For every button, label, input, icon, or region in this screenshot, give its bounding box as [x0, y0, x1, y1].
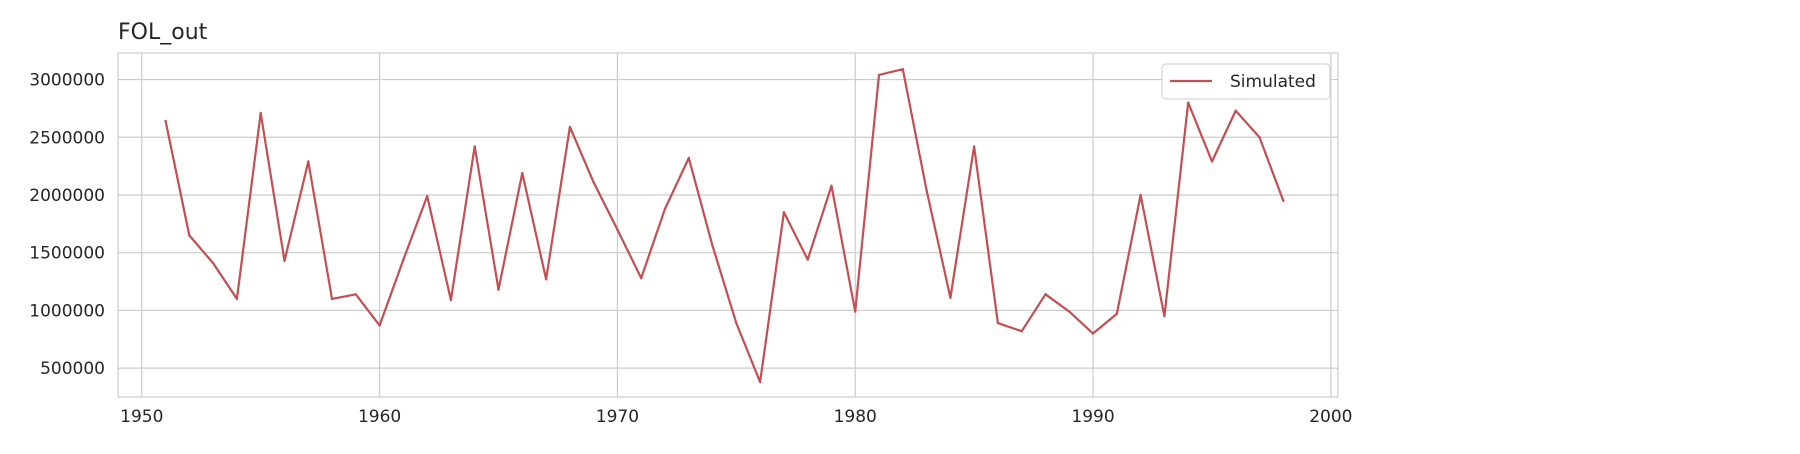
y-tick-label: 2000000: [29, 186, 105, 206]
series-layer: [164, 68, 1285, 384]
data-point: [758, 380, 762, 384]
data-point: [568, 125, 572, 129]
legend-label-simulated: Simulated: [1230, 72, 1316, 92]
data-point: [1258, 136, 1261, 139]
data-point: [616, 228, 619, 231]
data-point: [949, 296, 952, 299]
data-point: [996, 321, 1000, 325]
grid: [118, 53, 1338, 397]
data-point: [307, 160, 310, 163]
data-point: [711, 244, 714, 247]
data-point: [283, 259, 286, 262]
data-point: [735, 321, 738, 325]
data-point: [830, 184, 833, 187]
data-point: [1068, 310, 1071, 313]
legend-box: [1161, 63, 1331, 100]
data-point: [972, 145, 976, 148]
data-point: [473, 145, 476, 148]
x-tick-label: 1970: [596, 407, 639, 427]
data-point: [1139, 193, 1142, 197]
series-line-simulated: [164, 68, 1285, 384]
data-point: [901, 68, 904, 71]
data-point: [592, 181, 595, 184]
data-point: [235, 297, 239, 301]
x-tick-label: 1960: [358, 407, 401, 427]
data-point: [402, 258, 405, 261]
data-point: [925, 189, 928, 192]
x-tick-label: 1990: [1071, 407, 1114, 427]
y-tick-label: 1000000: [29, 301, 105, 321]
chart-title: FOL_out: [118, 20, 208, 45]
data-point: [1234, 109, 1237, 112]
data-point: [782, 211, 786, 214]
axis-ticks: 1950 1960 1970 1980 1990 2000 500000 1000000 150…: [29, 71, 1352, 427]
data-point: [806, 258, 809, 261]
data-point: [188, 234, 191, 237]
data-point: [354, 293, 357, 296]
data-point: [497, 288, 500, 291]
x-tick-label: 1950: [120, 407, 163, 427]
data-point: [330, 297, 334, 301]
data-point: [426, 194, 429, 198]
data-point: [1282, 199, 1285, 202]
data-point: [1187, 101, 1190, 104]
legend: Simulated: [1161, 63, 1331, 100]
data-point: [663, 207, 667, 210]
y-tick-label: 1500000: [29, 244, 105, 264]
data-point: [211, 261, 215, 265]
data-point: [164, 119, 167, 123]
data-point: [1115, 312, 1119, 316]
data-point: [259, 111, 262, 115]
data-point: [854, 310, 857, 313]
data-point: [687, 156, 690, 160]
data-point: [1210, 160, 1214, 163]
data-point: [378, 324, 381, 327]
data-point: [449, 298, 453, 302]
data-point: [1091, 332, 1095, 335]
y-tick-label: 3000000: [29, 71, 105, 91]
plot-frame: [117, 52, 1339, 398]
data-point: [877, 73, 881, 77]
y-tick-label: 2500000: [29, 128, 105, 148]
data-point: [521, 171, 524, 175]
data-point: [1044, 293, 1047, 296]
x-tick-label: 2000: [1309, 407, 1352, 427]
data-point: [544, 278, 548, 281]
y-tick-label: 500000: [40, 359, 105, 379]
data-point: [1163, 315, 1166, 318]
x-tick-label: 1980: [834, 407, 877, 427]
data-point: [1020, 330, 1023, 333]
data-point: [640, 276, 643, 280]
